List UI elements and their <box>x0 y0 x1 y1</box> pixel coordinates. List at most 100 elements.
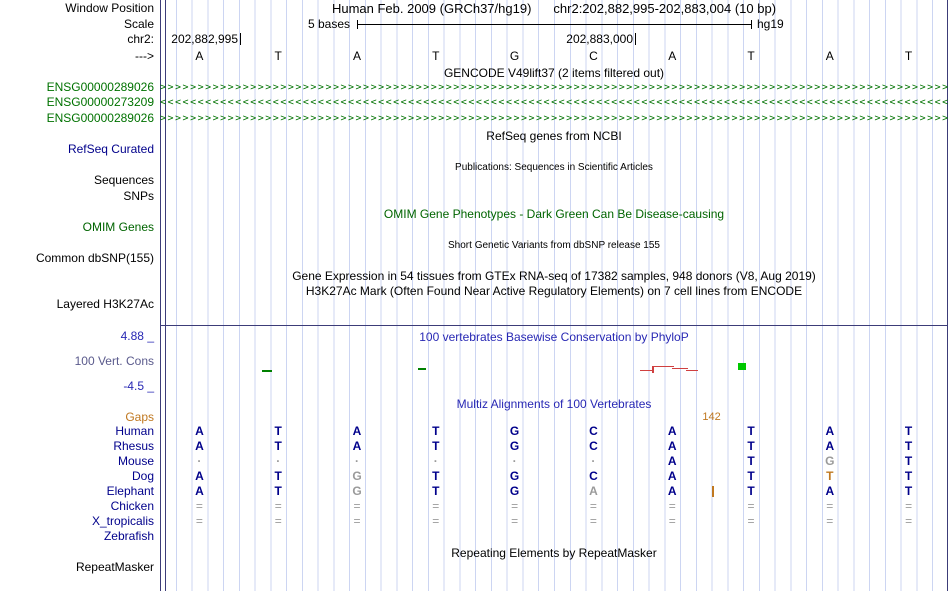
base-cell <box>160 530 239 543</box>
track-label-gaps[interactable]: Gaps <box>125 410 154 424</box>
track-label-human[interactable]: Human <box>115 424 154 438</box>
base-cell: = <box>668 514 676 528</box>
base-cell: A <box>667 469 677 483</box>
track-label-refseq-curated[interactable]: RefSeq Curated <box>67 142 154 156</box>
track-label-common-dbsnp[interactable]: Common dbSNP(155) <box>35 251 154 265</box>
base-cell <box>475 530 554 543</box>
dbsnp-track-title[interactable]: Short Genetic Variants from dbSNP releas… <box>448 240 660 251</box>
base-cell <box>396 530 475 543</box>
track-label-x_tropicalis[interactable]: X_tropicalis <box>91 514 154 528</box>
base-cell: = <box>826 514 834 528</box>
base-cell: A <box>352 439 362 453</box>
base-cell: · <box>512 454 517 468</box>
base-cell: = <box>195 514 203 528</box>
ref-base: A <box>352 49 361 63</box>
ref-base: T <box>274 49 282 63</box>
insertion-marker <box>711 486 714 497</box>
conservation-track-title[interactable]: 100 vertebrates Basewise Conservation by… <box>419 330 689 344</box>
base-cell: T <box>904 469 913 483</box>
h3k27ac-track-title[interactable]: H3K27Ac Mark (Often Found Near Active Re… <box>305 284 803 298</box>
base-cell: C <box>589 439 598 453</box>
gene-item-ensg00000273209[interactable]: <<<<<<<<<<<<<<<<<<<<<<<<<<<<<<<<<<<<<<<<… <box>160 97 948 108</box>
base-cell: A <box>825 439 835 453</box>
multiz-row-x_tropicalis[interactable]: = = = = = = = = = = <box>160 515 948 528</box>
conservation-max-value: 4.88 _ <box>120 329 154 343</box>
conservation-min-value: -4.5 _ <box>123 379 154 393</box>
base-cell: = <box>432 499 440 513</box>
track-label-snps[interactable]: SNPs <box>123 189 154 203</box>
base-cell <box>633 530 712 543</box>
base-cell: = <box>905 499 913 513</box>
gene-item-ensg00000289026-2[interactable]: >>>>>>>>>>>>>>>>>>>>>>>>>>>>>>>>>>>>>>>>… <box>160 113 948 124</box>
track-label-gene-3[interactable]: ENSG00000289026 <box>46 111 154 125</box>
base-cell: C <box>589 469 598 483</box>
base-cell: G <box>509 469 520 483</box>
multiz-row-mouse[interactable]: · · · · · · A T G T <box>160 455 948 468</box>
base-cell: = <box>589 499 597 513</box>
base-cell: G <box>352 484 362 498</box>
ruler-label-mid[interactable]: 202,883,000 <box>160 33 636 45</box>
conservation-mark <box>686 370 698 371</box>
track-label-rhesus[interactable]: Rhesus <box>113 439 154 453</box>
base-cell: T <box>904 484 913 498</box>
base-cell: T <box>432 484 440 498</box>
track-label-gene-2[interactable]: ENSG00000273209 <box>46 95 154 109</box>
conservation-mark <box>640 370 654 371</box>
ref-base: G <box>509 49 520 63</box>
base-cell: G <box>352 469 362 483</box>
base-cell: A <box>352 424 362 438</box>
base-cell: = <box>747 514 755 528</box>
base-cell: = <box>511 514 519 528</box>
base-cell: T <box>432 439 440 453</box>
track-label-chicken[interactable]: Chicken <box>110 499 154 513</box>
base-cell <box>318 530 397 543</box>
track-label-repeatmasker[interactable]: RepeatMasker <box>75 560 154 574</box>
gencode-track-title[interactable]: GENCODE V49lift37 (2 items filtered out) <box>443 66 665 80</box>
base-cell: T <box>747 484 755 498</box>
track-area[interactable]: Human Feb. 2009 (GRCh37/hg19) chr2:202,8… <box>160 0 948 591</box>
scale-value-label: 5 bases <box>307 17 350 31</box>
track-label-mouse[interactable]: Mouse <box>117 454 154 468</box>
base-cell: A <box>667 424 677 438</box>
base-cell: T <box>904 439 913 453</box>
repeatmasker-track-title[interactable]: Repeating Elements by RepeatMasker <box>451 546 657 560</box>
track-label-omim-genes[interactable]: OMIM Genes <box>82 220 154 234</box>
track-label-sequences[interactable]: Sequences <box>93 173 154 187</box>
window-position-label: Window Position <box>65 1 154 15</box>
refseq-track-title[interactable]: RefSeq genes from NCBI <box>486 129 622 143</box>
multiz-track-title[interactable]: Multiz Alignments of 100 Vertebrates <box>456 397 652 411</box>
base-cell: = <box>432 514 440 528</box>
track-label-zebrafish[interactable]: Zebrafish <box>103 529 154 543</box>
track-label-elephant[interactable]: Elephant <box>106 484 154 498</box>
base-cell: C <box>589 424 598 438</box>
ruler-label-start[interactable]: 202,882,995 <box>160 33 241 45</box>
base-cell: T <box>747 439 755 453</box>
gene-item-ensg00000289026[interactable]: >>>>>>>>>>>>>>>>>>>>>>>>>>>>>>>>>>>>>>>>… <box>160 82 948 93</box>
base-cell: A <box>195 484 204 498</box>
base-cell: G <box>509 484 520 498</box>
base-cell: T <box>432 424 440 438</box>
track-right-border-line <box>947 0 948 591</box>
ref-base: A <box>825 49 834 63</box>
base-cell: = <box>353 499 361 513</box>
track-label-dog[interactable]: Dog <box>131 469 154 483</box>
gtex-track-title[interactable]: Gene Expression in 54 tissues from GTEx … <box>292 269 816 283</box>
omim-track-title[interactable]: OMIM Gene Phenotypes - Dark Green Can Be… <box>383 207 725 221</box>
base-cell: = <box>589 514 597 528</box>
track-label-100-vert-cons[interactable]: 100 Vert. Cons <box>74 354 154 368</box>
base-cell: T <box>274 484 282 498</box>
track-label-layered-h3k27ac[interactable]: Layered H3K27Ac <box>56 297 154 311</box>
track-label-gene-1[interactable]: ENSG00000289026 <box>46 80 154 94</box>
multiz-row-zebrafish[interactable] <box>160 530 948 543</box>
conservation-mark <box>672 368 688 369</box>
base-cell: G <box>509 439 520 453</box>
scale-bar <box>357 20 752 29</box>
publications-track-title[interactable]: Publications: Sequences in Scientific Ar… <box>455 162 653 173</box>
multiz-row-chicken[interactable]: = = = = = = = = = = <box>160 500 948 513</box>
